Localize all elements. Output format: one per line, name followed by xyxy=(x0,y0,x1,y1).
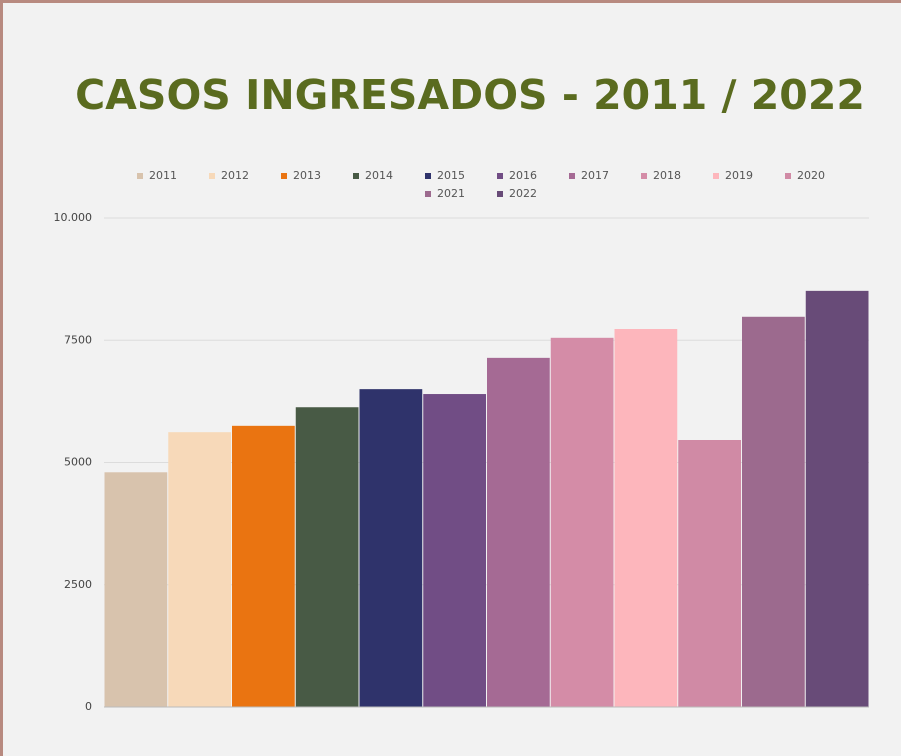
legend-swatch xyxy=(569,173,575,179)
legend-swatch xyxy=(281,173,287,179)
legend-label: 2016 xyxy=(509,169,537,182)
legend-label: 2020 xyxy=(797,169,825,182)
legend-label: 2014 xyxy=(365,169,393,182)
bar xyxy=(614,329,678,707)
bar xyxy=(487,357,550,707)
legend-swatch xyxy=(497,173,503,179)
bar xyxy=(550,337,614,707)
y-tick-label: 0 xyxy=(85,700,92,713)
bar xyxy=(295,407,359,707)
bar xyxy=(742,316,805,707)
legend-swatch xyxy=(713,173,719,179)
legend-label: 2015 xyxy=(437,169,465,182)
bar xyxy=(359,389,423,707)
legend-label: 2013 xyxy=(293,169,321,182)
legend-label: 2022 xyxy=(509,187,537,200)
legend-label: 2019 xyxy=(725,169,753,182)
legend-swatch xyxy=(641,173,647,179)
bar xyxy=(168,432,231,707)
legend-label: 2017 xyxy=(581,169,609,182)
legend-label: 2012 xyxy=(221,169,249,182)
bar xyxy=(232,425,295,707)
legend-swatch xyxy=(425,191,431,197)
y-tick-label: 2500 xyxy=(64,578,92,591)
y-tick-label: 7500 xyxy=(64,333,92,346)
bar xyxy=(423,394,486,707)
chart-title: CASOS INGRESADOS - 2011 / 2022 xyxy=(75,71,865,119)
legend-swatch xyxy=(137,173,143,179)
legend-swatch xyxy=(353,173,359,179)
bar xyxy=(805,290,869,707)
y-tick-label: 5000 xyxy=(64,456,92,469)
legend-label: 2011 xyxy=(149,169,177,182)
legend-swatch xyxy=(497,191,503,197)
legend-swatch xyxy=(209,173,215,179)
bar xyxy=(104,472,168,707)
legend-swatch xyxy=(785,173,791,179)
legend-label: 2021 xyxy=(437,187,465,200)
bar xyxy=(678,440,741,707)
y-tick-label: 10.000 xyxy=(54,211,93,224)
legend-label: 2018 xyxy=(653,169,681,182)
legend-swatch xyxy=(425,173,431,179)
